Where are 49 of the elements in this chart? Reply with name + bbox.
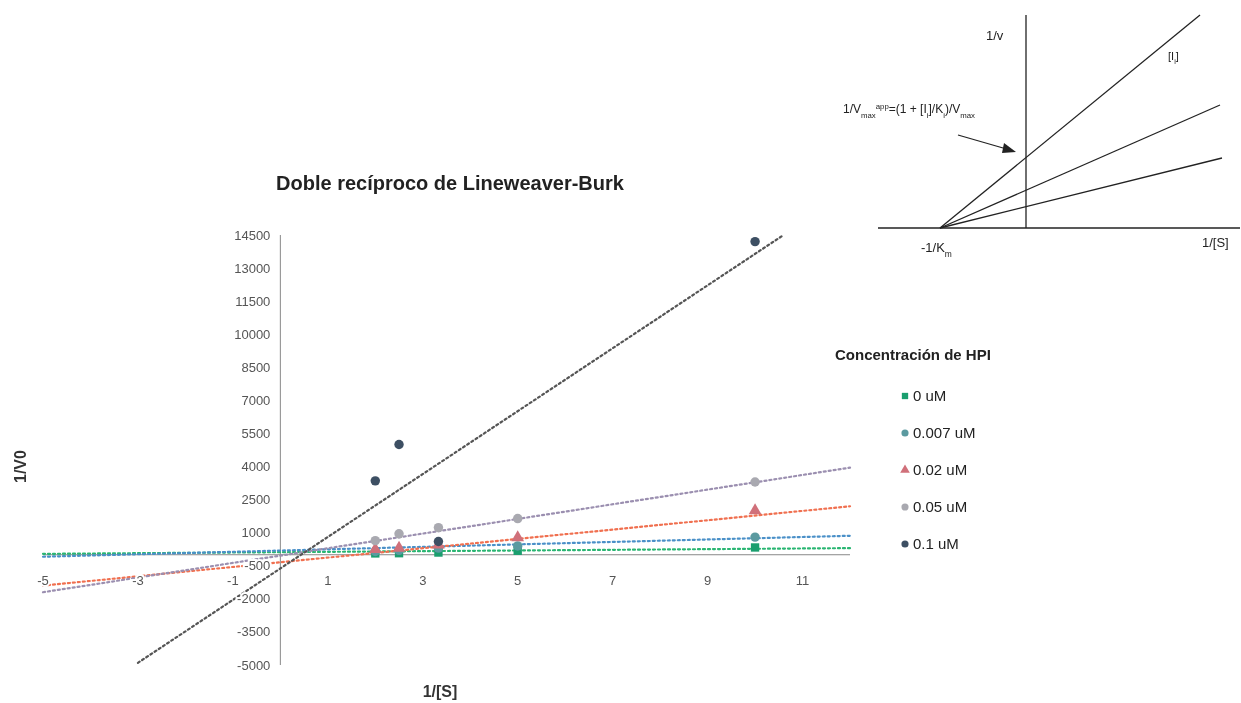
x-tick-label: -5: [37, 572, 49, 588]
point: [433, 522, 444, 533]
y-tick-label: -5000: [237, 657, 271, 673]
x-tick-label: 3: [419, 572, 427, 588]
y-tick-label: 5500: [241, 425, 271, 441]
y-tick-label: 10000: [234, 326, 271, 342]
x-tick-label: 9: [703, 572, 712, 588]
text: [I$_{i}$]: [1168, 50, 1179, 66]
y-tick-label: 13000: [234, 260, 271, 276]
point: [512, 541, 523, 551]
y-tick-label: 7000: [241, 392, 271, 408]
point: [750, 477, 760, 487]
legend-label: 0.02 uM: [913, 461, 968, 479]
y-tick-label: 1000: [241, 525, 271, 541]
y-axis-title: 1/V0: [12, 449, 29, 483]
x-tick-label: 11: [795, 572, 810, 588]
text: 1/V$_{max}$$^{app}$=(1 + [I$_{i}$]/K$_{i}$)/V$_{max}$: [843, 101, 976, 120]
point: [392, 540, 406, 552]
y-tick-label: -2000: [237, 591, 271, 607]
point: [511, 530, 525, 542]
y-tick-label: 2500: [241, 492, 271, 508]
point: [394, 529, 404, 539]
y-tick-label: 14500: [234, 227, 271, 243]
legend-title: Concentración de HPI: [835, 346, 991, 363]
point: [370, 535, 381, 546]
legend-label: 0 uM: [913, 387, 947, 405]
x-tick-label: 5: [514, 572, 522, 588]
x-tick-label: 7: [609, 572, 617, 588]
point: [512, 513, 523, 524]
legend-label: 0.1 uM: [913, 535, 959, 553]
text: 1/[S]: [1202, 235, 1229, 250]
point: [394, 439, 404, 450]
y-tick-label: 4000: [241, 459, 271, 475]
y-tick-label: 8500: [241, 359, 271, 375]
text: -1/K$_{m}$: [921, 240, 952, 259]
x-axis-title: 1/[S]: [422, 683, 458, 700]
point: [748, 503, 762, 515]
text: 1/v: [986, 28, 1004, 43]
legend-label: 0.05 uM: [913, 498, 968, 516]
x-tick-label: -1: [227, 572, 239, 588]
y-tick-label: -3500: [237, 624, 271, 640]
point: [750, 532, 760, 542]
point: [370, 476, 381, 486]
y-tick-label: 11500: [235, 293, 271, 309]
point: [750, 543, 760, 552]
chart-title: Doble recíproco de Lineweaver-Burk: [276, 172, 625, 194]
point: [750, 236, 760, 247]
x-tick-label: 1: [324, 572, 332, 588]
legend-label: 0.007 uM: [913, 424, 976, 442]
